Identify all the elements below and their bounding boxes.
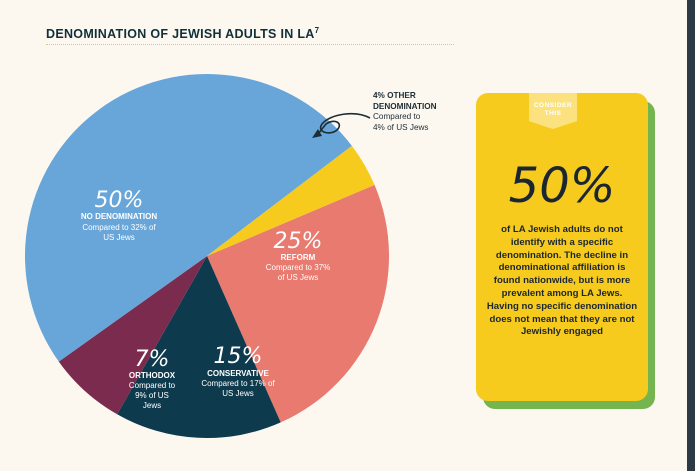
tab-line-2: THIS xyxy=(544,110,562,117)
pie-slice-reform xyxy=(207,184,389,423)
slice-label-conservative-percent: 15% xyxy=(214,344,263,369)
callout-title-2: DENOMINATION xyxy=(373,101,437,111)
callout-compare-2: 4% of US Jews xyxy=(373,122,429,132)
consider-this-card xyxy=(476,93,648,401)
callout-curl xyxy=(317,112,371,135)
pie-slice-other xyxy=(207,145,375,256)
slice-label-none-name: NO DENOMINATION xyxy=(81,212,158,221)
slice-label-none-percent: 50% xyxy=(95,188,144,213)
slice-label-none-compare2: US Jews xyxy=(103,233,135,242)
slice-label-conservative-name: CONSERVATIVE xyxy=(207,369,269,378)
chart-title: DENOMINATION OF JEWISH ADULTS IN LA7 xyxy=(46,26,320,42)
slice-label-conservative-compare1: Compared to 17% of xyxy=(201,379,275,388)
other-denomination-callout: 4% OTHER DENOMINATION Compared to 4% of … xyxy=(373,91,463,133)
slice-label-reform-percent: 25% xyxy=(274,229,323,254)
slice-label-orthodox-compare1: Compared to xyxy=(129,381,176,390)
slice-label-reform-compare2: of US Jews xyxy=(278,273,318,282)
callout-title-1: 4% OTHER xyxy=(373,91,416,100)
pie-slice-conservative xyxy=(117,256,281,438)
page-edge xyxy=(687,0,695,471)
consider-this-tab: CONSIDER THIS xyxy=(529,93,577,129)
slice-label-reform-compare1: Compared to 37% xyxy=(266,263,330,272)
callout-compare-1: Compared to xyxy=(373,112,421,121)
tab-line-1: CONSIDER xyxy=(533,102,573,109)
slice-label-orthodox-compare2: 9% of US xyxy=(135,391,169,400)
slice-label-orthodox-percent: 7% xyxy=(135,347,170,372)
callout-leader xyxy=(312,112,371,138)
slice-label-conservative-compare2: US Jews xyxy=(222,389,254,398)
card-body-text: of LA Jewish adults do not identify with… xyxy=(486,224,638,338)
slice-label-none-compare1: Compared to 32% of xyxy=(82,223,156,232)
slice-label-orthodox-name: ORTHODOX xyxy=(129,371,176,380)
slice-label-orthodox-compare3: Jews xyxy=(143,401,161,410)
pie-slice-orthodox xyxy=(58,256,207,415)
title-divider xyxy=(46,44,454,45)
card-big-stat: 50% xyxy=(508,158,616,214)
pie-chart: 50% NO DENOMINATION Compared to 32% of U… xyxy=(24,73,389,438)
title-footnote: 7 xyxy=(314,26,320,35)
callout-arrowhead xyxy=(312,129,322,138)
slice-label-reform-name: REFORM xyxy=(281,253,316,262)
pie-slice-none xyxy=(24,73,352,362)
